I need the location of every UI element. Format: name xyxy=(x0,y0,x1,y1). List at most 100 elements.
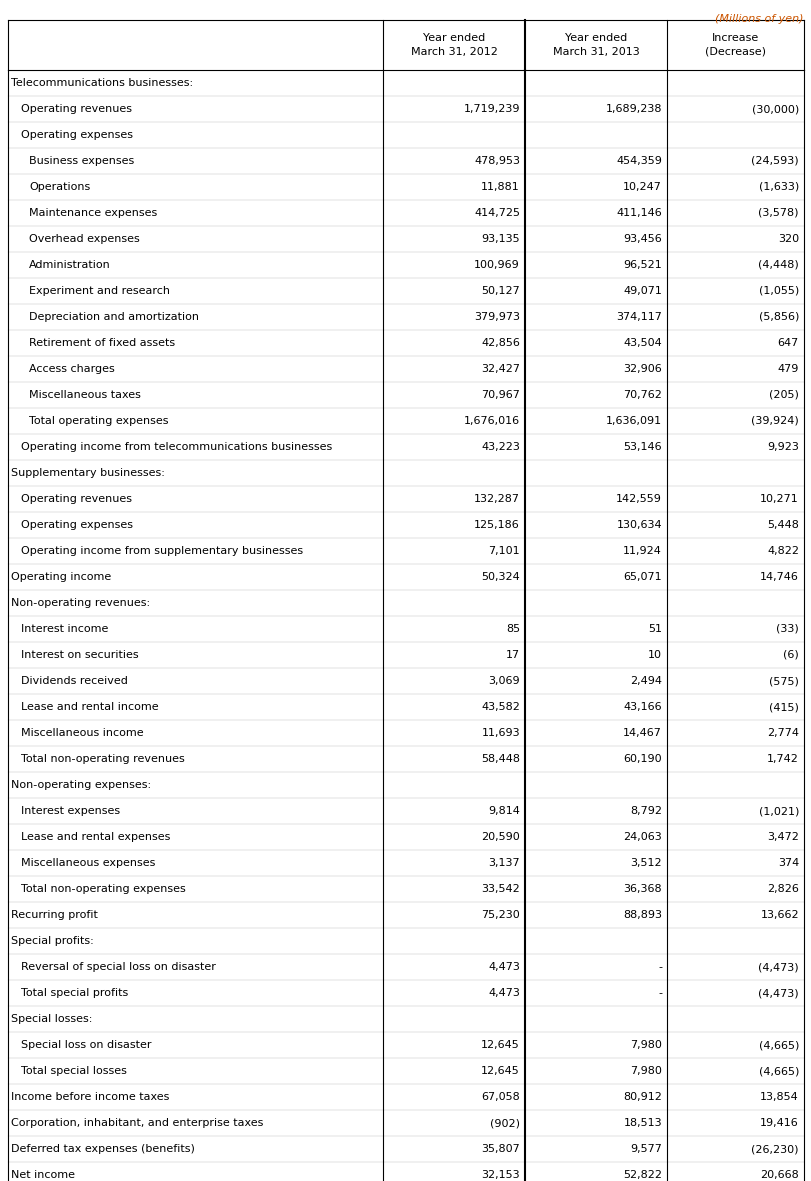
Text: 70,762: 70,762 xyxy=(622,390,661,400)
Text: (5,856): (5,856) xyxy=(757,312,798,322)
Text: Non-operating expenses:: Non-operating expenses: xyxy=(11,779,151,790)
Text: 2,774: 2,774 xyxy=(766,727,798,738)
Text: Total non-operating revenues: Total non-operating revenues xyxy=(21,753,185,764)
Text: 43,582: 43,582 xyxy=(481,702,519,712)
Text: 454,359: 454,359 xyxy=(616,156,661,167)
Text: Interest on securities: Interest on securities xyxy=(21,650,139,660)
Text: 60,190: 60,190 xyxy=(623,753,661,764)
Text: Net income: Net income xyxy=(11,1170,75,1180)
Text: 51: 51 xyxy=(647,624,661,634)
Text: 9,814: 9,814 xyxy=(487,805,519,816)
Text: 4,822: 4,822 xyxy=(766,546,798,556)
Text: (4,665): (4,665) xyxy=(757,1040,798,1050)
Text: 1,676,016: 1,676,016 xyxy=(463,416,519,426)
Text: 374: 374 xyxy=(777,859,798,868)
Text: 11,693: 11,693 xyxy=(481,727,519,738)
Text: 49,071: 49,071 xyxy=(622,286,661,296)
Text: Operating expenses: Operating expenses xyxy=(21,520,133,530)
Text: 43,166: 43,166 xyxy=(623,702,661,712)
Text: 132,287: 132,287 xyxy=(474,494,519,504)
Text: (1,055): (1,055) xyxy=(757,286,798,296)
Text: 75,230: 75,230 xyxy=(481,911,519,920)
Text: 20,590: 20,590 xyxy=(481,831,519,842)
Text: (4,665): (4,665) xyxy=(757,1066,798,1076)
Text: (6): (6) xyxy=(783,650,798,660)
Text: (33): (33) xyxy=(775,624,798,634)
Text: Lease and rental income: Lease and rental income xyxy=(21,702,158,712)
Text: 10,271: 10,271 xyxy=(759,494,798,504)
Text: (4,448): (4,448) xyxy=(757,260,798,270)
Text: (39,924): (39,924) xyxy=(750,416,798,426)
Text: 80,912: 80,912 xyxy=(622,1092,661,1102)
Text: Miscellaneous expenses: Miscellaneous expenses xyxy=(21,859,155,868)
Text: (3,578): (3,578) xyxy=(757,208,798,218)
Text: Reversal of special loss on disaster: Reversal of special loss on disaster xyxy=(21,963,216,972)
Text: Special loss on disaster: Special loss on disaster xyxy=(21,1040,152,1050)
Text: 32,153: 32,153 xyxy=(481,1170,519,1180)
Text: 58,448: 58,448 xyxy=(480,753,519,764)
Text: Increase
(Decrease): Increase (Decrease) xyxy=(704,33,765,57)
Text: 35,807: 35,807 xyxy=(481,1144,519,1154)
Text: (26,230): (26,230) xyxy=(750,1144,798,1154)
Text: 13,662: 13,662 xyxy=(759,911,798,920)
Text: Special profits:: Special profits: xyxy=(11,937,93,946)
Text: Operating revenues: Operating revenues xyxy=(21,104,132,115)
Text: 20,668: 20,668 xyxy=(759,1170,798,1180)
Text: (Millions of yen): (Millions of yen) xyxy=(714,14,803,24)
Text: Miscellaneous taxes: Miscellaneous taxes xyxy=(29,390,140,400)
Text: 32,427: 32,427 xyxy=(480,364,519,374)
Text: 130,634: 130,634 xyxy=(616,520,661,530)
Text: Business expenses: Business expenses xyxy=(29,156,134,167)
Text: 1,636,091: 1,636,091 xyxy=(605,416,661,426)
Text: 142,559: 142,559 xyxy=(616,494,661,504)
Text: Year ended
March 31, 2012: Year ended March 31, 2012 xyxy=(410,33,497,57)
Text: 414,725: 414,725 xyxy=(474,208,519,218)
Text: 7,101: 7,101 xyxy=(487,546,519,556)
Text: Operating revenues: Operating revenues xyxy=(21,494,132,504)
Text: 11,881: 11,881 xyxy=(481,182,519,193)
Text: 85: 85 xyxy=(505,624,519,634)
Text: 13,854: 13,854 xyxy=(759,1092,798,1102)
Text: 479: 479 xyxy=(777,364,798,374)
Text: 3,069: 3,069 xyxy=(487,676,519,686)
Text: 10: 10 xyxy=(647,650,661,660)
Text: 2,826: 2,826 xyxy=(766,885,798,894)
Text: 9,923: 9,923 xyxy=(766,442,798,452)
Text: 93,456: 93,456 xyxy=(623,234,661,244)
Text: 647: 647 xyxy=(777,338,798,348)
Text: (1,021): (1,021) xyxy=(757,805,798,816)
Text: Supplementary businesses:: Supplementary businesses: xyxy=(11,468,165,478)
Text: Total special profits: Total special profits xyxy=(21,988,128,998)
Text: Dividends received: Dividends received xyxy=(21,676,127,686)
Text: (4,473): (4,473) xyxy=(757,963,798,972)
Text: 411,146: 411,146 xyxy=(616,208,661,218)
Text: -: - xyxy=(657,988,661,998)
Text: Operating income from supplementary businesses: Operating income from supplementary busi… xyxy=(21,546,303,556)
Text: 19,416: 19,416 xyxy=(759,1118,798,1128)
Text: 70,967: 70,967 xyxy=(481,390,519,400)
Text: Depreciation and amortization: Depreciation and amortization xyxy=(29,312,199,322)
Text: Income before income taxes: Income before income taxes xyxy=(11,1092,169,1102)
Text: Operating income from telecommunications businesses: Operating income from telecommunications… xyxy=(21,442,332,452)
Text: 10,247: 10,247 xyxy=(622,182,661,193)
Text: Access charges: Access charges xyxy=(29,364,114,374)
Text: 320: 320 xyxy=(777,234,798,244)
Text: 1,689,238: 1,689,238 xyxy=(605,104,661,115)
Text: Deferred tax expenses (benefits): Deferred tax expenses (benefits) xyxy=(11,1144,195,1154)
Text: (24,593): (24,593) xyxy=(750,156,798,167)
Text: (902): (902) xyxy=(489,1118,519,1128)
Text: Year ended
March 31, 2013: Year ended March 31, 2013 xyxy=(552,33,638,57)
Text: 9,577: 9,577 xyxy=(629,1144,661,1154)
Text: Retirement of fixed assets: Retirement of fixed assets xyxy=(29,338,175,348)
Text: 11,924: 11,924 xyxy=(622,546,661,556)
Text: 50,324: 50,324 xyxy=(481,572,519,582)
Text: (415): (415) xyxy=(768,702,798,712)
Text: 125,186: 125,186 xyxy=(474,520,519,530)
Text: Operations: Operations xyxy=(29,182,90,193)
Text: 4,473: 4,473 xyxy=(487,963,519,972)
Text: 7,980: 7,980 xyxy=(629,1040,661,1050)
Text: Miscellaneous income: Miscellaneous income xyxy=(21,727,144,738)
Text: 65,071: 65,071 xyxy=(623,572,661,582)
Text: Operating expenses: Operating expenses xyxy=(21,130,133,141)
Text: Overhead expenses: Overhead expenses xyxy=(29,234,139,244)
